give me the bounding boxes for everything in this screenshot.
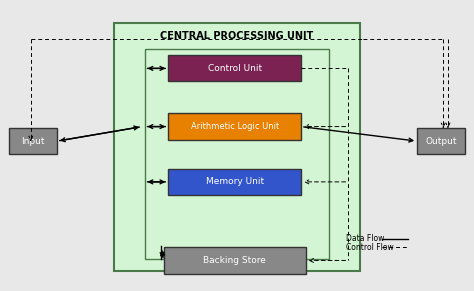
Text: Arithmetic Logic Unit: Arithmetic Logic Unit <box>191 122 279 131</box>
Text: Memory Unit: Memory Unit <box>206 178 264 186</box>
Bar <box>168 55 301 81</box>
Text: Control Unit: Control Unit <box>208 64 262 73</box>
Bar <box>168 113 301 140</box>
Text: Data Flow: Data Flow <box>346 234 384 243</box>
Bar <box>9 128 57 154</box>
Text: Control Flow: Control Flow <box>346 243 394 252</box>
Text: Output: Output <box>425 137 456 146</box>
Bar <box>164 247 306 274</box>
Text: CENTRAL PROCESSING UNIT: CENTRAL PROCESSING UNIT <box>160 31 314 41</box>
Text: Input: Input <box>21 137 45 146</box>
Text: Backing Store: Backing Store <box>203 256 266 265</box>
Bar <box>417 128 465 154</box>
Bar <box>114 23 360 271</box>
Bar <box>168 169 301 195</box>
Bar <box>145 49 329 259</box>
